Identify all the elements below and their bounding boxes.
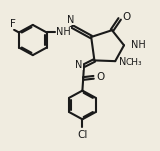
Text: O: O <box>96 72 105 82</box>
Text: F: F <box>10 19 15 29</box>
Text: O: O <box>123 12 131 22</box>
Text: N: N <box>75 60 83 70</box>
Text: N: N <box>68 15 75 25</box>
Text: Cl: Cl <box>77 130 88 140</box>
Text: NH: NH <box>56 27 71 37</box>
Text: N: N <box>119 57 126 67</box>
Text: NH: NH <box>131 40 145 50</box>
Text: CH₃: CH₃ <box>126 58 142 67</box>
